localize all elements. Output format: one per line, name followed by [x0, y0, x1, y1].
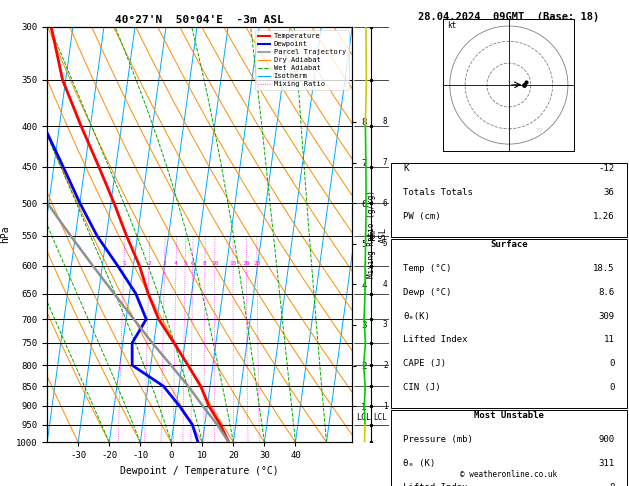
Text: 11: 11 — [604, 335, 615, 345]
Text: kt: kt — [448, 21, 457, 30]
Text: 25: 25 — [253, 261, 261, 266]
Text: 1.26: 1.26 — [593, 212, 615, 221]
Text: 3: 3 — [383, 320, 387, 330]
Text: 311: 311 — [598, 459, 615, 468]
Text: 36: 36 — [604, 188, 615, 197]
Text: 18.5: 18.5 — [593, 264, 615, 273]
Legend: Temperature, Dewpoint, Parcel Trajectory, Dry Adiabat, Wet Adiabat, Isotherm, Mi: Temperature, Dewpoint, Parcel Trajectory… — [255, 30, 348, 90]
Text: Totals Totals: Totals Totals — [403, 188, 473, 197]
Bar — [391, 410, 626, 486]
Text: Dewp (°C): Dewp (°C) — [403, 288, 452, 297]
Text: Lifted Index: Lifted Index — [403, 483, 467, 486]
Title: 40°27'N  50°04'E  -3m ASL: 40°27'N 50°04'E -3m ASL — [115, 15, 284, 25]
Text: 8: 8 — [610, 483, 615, 486]
Text: LCL: LCL — [357, 413, 371, 422]
Text: LCL: LCL — [374, 413, 387, 422]
Text: 6: 6 — [191, 261, 194, 266]
Text: 5: 5 — [183, 261, 187, 266]
Text: Pressure (mb): Pressure (mb) — [403, 435, 473, 444]
Text: PW (cm): PW (cm) — [403, 212, 441, 221]
Text: 4: 4 — [383, 280, 387, 289]
Text: Most Unstable: Most Unstable — [474, 411, 544, 420]
Text: 7: 7 — [383, 158, 387, 167]
Text: 900: 900 — [598, 435, 615, 444]
Text: K: K — [403, 164, 408, 174]
Text: 1: 1 — [122, 261, 126, 266]
Text: 15: 15 — [230, 261, 237, 266]
Text: 309: 309 — [598, 312, 615, 321]
Text: 2: 2 — [383, 361, 387, 370]
Text: 0: 0 — [610, 359, 615, 368]
Text: 6: 6 — [383, 199, 387, 208]
Text: θₑ (K): θₑ (K) — [403, 459, 435, 468]
Text: 8: 8 — [203, 261, 207, 266]
Text: 28.04.2024  09GMT  (Base: 18): 28.04.2024 09GMT (Base: 18) — [418, 12, 599, 22]
Text: 8: 8 — [383, 118, 387, 126]
Text: Mixing Ratio (g/kg): Mixing Ratio (g/kg) — [367, 191, 376, 278]
Text: 2: 2 — [147, 261, 151, 266]
Text: Surface: Surface — [490, 240, 528, 249]
Text: 5: 5 — [383, 239, 387, 248]
Text: CIN (J): CIN (J) — [403, 383, 441, 392]
Text: θₑ(K): θₑ(K) — [403, 312, 430, 321]
Text: 10: 10 — [211, 261, 218, 266]
Y-axis label: hPa: hPa — [1, 226, 11, 243]
X-axis label: Dewpoint / Temperature (°C): Dewpoint / Temperature (°C) — [120, 466, 279, 476]
Text: 20: 20 — [243, 261, 250, 266]
Text: Temp (°C): Temp (°C) — [403, 264, 452, 273]
Text: 0: 0 — [610, 383, 615, 392]
Text: 8.6: 8.6 — [598, 288, 615, 297]
Text: 4: 4 — [174, 261, 178, 266]
Text: 1: 1 — [383, 402, 387, 411]
Text: © weatheronline.co.uk: © weatheronline.co.uk — [460, 469, 557, 479]
Bar — [391, 163, 626, 237]
Text: CAPE (J): CAPE (J) — [403, 359, 446, 368]
Bar — [391, 239, 626, 408]
Y-axis label: km
ASL: km ASL — [368, 226, 387, 243]
Text: -12: -12 — [598, 164, 615, 174]
Text: Lifted Index: Lifted Index — [403, 335, 467, 345]
Text: 3: 3 — [163, 261, 167, 266]
Text: ??: ?? — [535, 128, 543, 134]
